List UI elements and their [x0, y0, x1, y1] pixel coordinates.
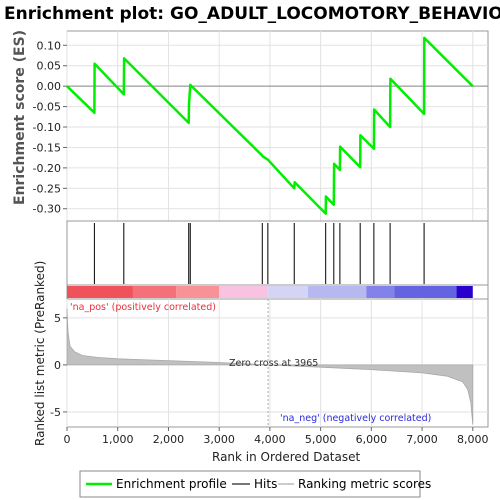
x-tick-label: 7,000: [406, 433, 438, 446]
metric-y-axis: 5 0 -5: [50, 312, 67, 419]
x-tick-label: 6,000: [356, 433, 388, 446]
legend-label-enrichment-profile: Enrichment profile: [116, 477, 227, 491]
x-tick-label: 8,000: [457, 433, 489, 446]
es-y-tick-label: -0.25: [33, 182, 61, 195]
hits-panel-frame: [66, 220, 489, 286]
metric-y-tick-label: 5: [54, 312, 61, 325]
es-y-tick-label: 0.05: [37, 60, 62, 73]
zero-cross-annotation: Zero cross at 3965: [229, 358, 318, 369]
es-y-axis-label: Enrichment score (ES): [12, 30, 28, 205]
x-axis: 0 1,000 2,000 3,000 4,000 5,000 6,000 7,000 8,00…: [64, 427, 489, 446]
x-tick-label: 3,000: [203, 433, 235, 446]
neg-annotation: 'na_neg' (negatively correlated): [280, 413, 431, 424]
es-y-axis: 0.10 0.05 0.00 -0.05 -0.10 -0.15 -0.20 -0.25 -0.…: [33, 39, 67, 216]
es-y-tick-label: -0.15: [33, 141, 61, 154]
legend-label-ranking-metric-scores: Ranking metric scores: [298, 477, 431, 491]
x-tick-label: 2,000: [153, 433, 185, 446]
x-tick-label: 5,000: [305, 433, 337, 446]
chart-title: Enrichment plot: GO_ADULT_LOCOMOTORY_BEH…: [4, 4, 500, 24]
es-y-tick-label: 0.10: [37, 39, 62, 52]
pos-annotation: 'na_pos' (positively correlated): [70, 302, 216, 313]
es-y-tick-label: 0.00: [37, 80, 62, 93]
es-panel-frame: [66, 30, 489, 222]
ranking-bar-segment: [267, 286, 308, 298]
legend-label-hits: Hits: [254, 477, 277, 491]
x-axis-label: Rank in Ordered Dataset: [212, 450, 360, 464]
metric-y-tick-label: 0: [54, 359, 61, 372]
enrichment-profile-line: [66, 36, 474, 215]
ranking-bar-segment: [366, 286, 395, 298]
ranking-bar-segment: [67, 286, 133, 298]
es-gridlines: [66, 31, 488, 221]
es-line-layer: [66, 36, 474, 215]
ranking-bar-segment: [219, 286, 268, 298]
hits-layer: [93, 223, 425, 284]
ranking-bar-segment: [176, 286, 220, 298]
es-y-tick-label: -0.10: [33, 121, 61, 134]
x-tick-label: 4,000: [254, 433, 286, 446]
ranking-bar-segment: [132, 286, 177, 298]
es-y-tick-label: -0.30: [33, 203, 61, 216]
metric-y-axis-label: Ranked list metric (PreRanked): [33, 261, 47, 446]
ranking-bar-segment: [394, 286, 457, 298]
es-y-tick-label: -0.05: [33, 101, 61, 114]
x-tick-label: 1,000: [102, 433, 134, 446]
ranking-bar-segment: [456, 286, 473, 298]
legend: Enrichment profile Hits Ranking metric s…: [79, 470, 431, 498]
es-y-tick-label: -0.20: [33, 162, 61, 175]
ranking-bar-segment: [307, 286, 367, 298]
x-tick-label: 0: [64, 433, 71, 446]
metric-y-tick-label: -5: [50, 406, 61, 419]
ranking-color-bar: [67, 286, 473, 298]
